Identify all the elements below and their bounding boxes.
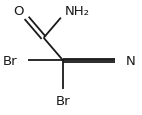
Text: N: N (126, 54, 136, 67)
Text: NH₂: NH₂ (65, 5, 90, 18)
Text: Br: Br (56, 94, 70, 107)
Text: Br: Br (3, 54, 18, 67)
Text: O: O (13, 5, 24, 18)
